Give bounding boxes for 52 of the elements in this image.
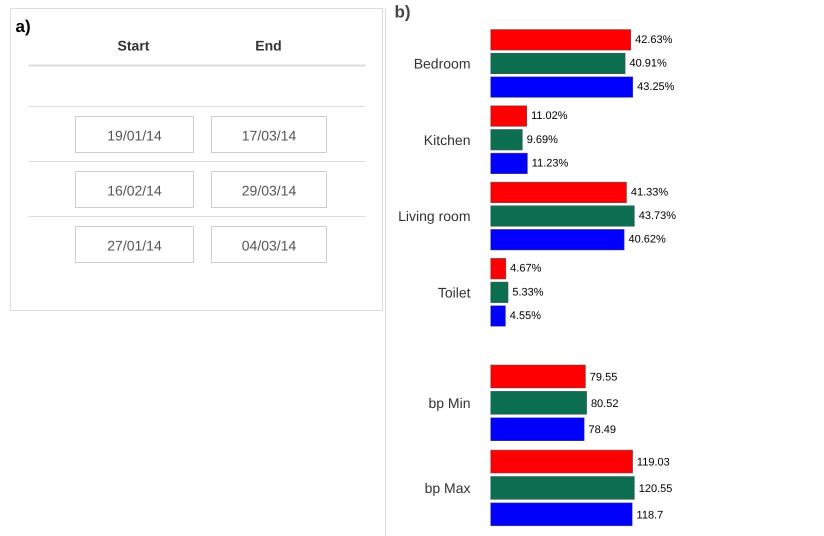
bar (490, 417, 584, 441)
y-tick-label: Living room (398, 208, 471, 224)
chart-title: b) (394, 2, 411, 22)
data-label: 78.49 (588, 424, 616, 436)
data-label: 43.73% (638, 210, 676, 222)
bar (490, 182, 627, 203)
y-tick-label: Kitchen (424, 132, 471, 148)
bar (490, 129, 523, 150)
data-label: 4.55% (510, 310, 542, 322)
data-label: 40.62% (628, 234, 666, 246)
text: a) (16, 17, 31, 36)
data-label: 79.55 (590, 371, 618, 384)
y-tick-label: bp Max (424, 480, 471, 496)
data-label: 80.52 (590, 398, 618, 410)
data-label: 9.69% (526, 134, 558, 146)
data-label: 4.67% (510, 262, 542, 275)
bar (490, 502, 632, 526)
bar (490, 206, 635, 227)
y-tick-label: Bedroom (414, 55, 471, 72)
bar (490, 152, 528, 174)
bar (490, 52, 626, 74)
data-label: 40.91% (629, 57, 667, 70)
bar (490, 450, 633, 474)
bar (490, 305, 506, 327)
data-label: 11.23% (532, 157, 568, 170)
text: 19/01/14 (107, 128, 162, 144)
data-label: 120.55 (638, 482, 672, 495)
text: 16/02/14 (107, 182, 162, 198)
bar (490, 29, 632, 50)
bar (490, 282, 508, 303)
text: 27/01/14 (107, 238, 162, 254)
data-label: 42.63% (635, 34, 673, 46)
y-tick-label: bp Min (428, 394, 471, 411)
data-label: 43.25% (637, 81, 675, 94)
bar (490, 229, 624, 250)
bar (490, 476, 635, 500)
bar (490, 364, 586, 388)
y-tick-label: Toilet (438, 284, 471, 300)
data-label: 119.03 (636, 456, 670, 469)
text: 17/03/14 (242, 128, 296, 144)
data-label: 41.33% (630, 186, 668, 198)
bar (490, 76, 634, 98)
text: 04/03/14 (242, 238, 296, 254)
data-label: 118.7 (636, 509, 664, 522)
category-label: End (255, 38, 282, 54)
bar (490, 258, 506, 280)
data-label: 5.33% (512, 286, 544, 298)
bar (490, 106, 528, 127)
text: 29/03/14 (242, 182, 296, 198)
data-label: 11.02% (531, 110, 568, 122)
bar (490, 391, 587, 415)
category-label: Start (118, 38, 150, 54)
